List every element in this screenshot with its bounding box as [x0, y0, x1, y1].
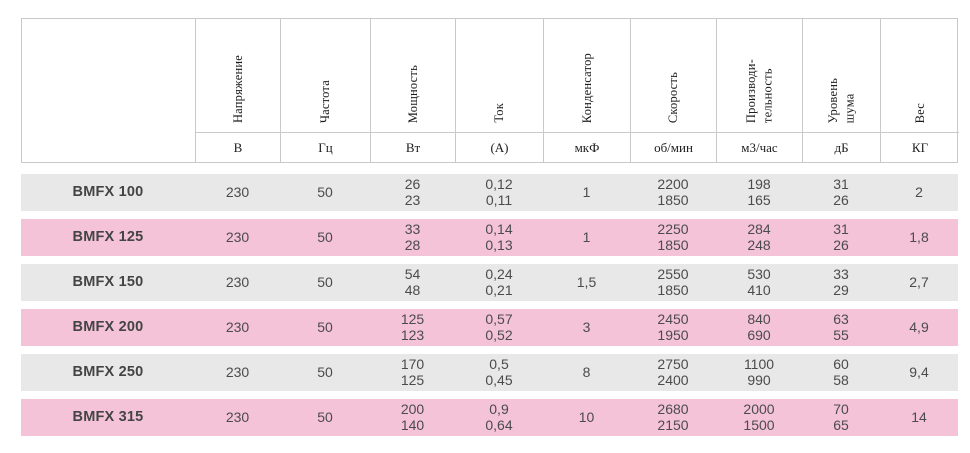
value-cell: 2450 1950 [657, 310, 689, 343]
value-cell: 14 [911, 408, 927, 425]
column-unit-cell: Вт [371, 133, 456, 162]
value-cell: 230 [225, 408, 250, 425]
value-cell: 31 26 [833, 175, 849, 208]
value-cell: 200 140 [400, 400, 425, 433]
value-cell: 2680 2150 [657, 400, 689, 433]
value-cell: 2750 2400 [657, 355, 689, 388]
column-header-label: Мощность [405, 64, 420, 123]
value-cell: 31 26 [833, 220, 849, 253]
column-header-label: Ток [492, 103, 507, 123]
value-cell: 0,14 0,13 [485, 220, 513, 253]
column-header-label: Производи- тельность [744, 58, 775, 123]
column-header-label: Напряжение [230, 54, 245, 123]
column-unit-cell: дБ [803, 133, 881, 162]
value-cell: 230 [225, 183, 250, 200]
value-cell: 1100 990 [743, 355, 775, 388]
column-header-cell: Напряжение [196, 19, 281, 133]
table-row: BMFX 315 230 50 200 140 0,9 0,64 10 2680 2150 2… [21, 399, 958, 436]
value-cell: 2,7 [909, 273, 929, 290]
column-unit-cell: м3/час [717, 133, 803, 162]
value-cell: 230 [225, 363, 250, 380]
value-cell: 3 [582, 318, 591, 335]
fan-spec-table: Напряжение В Частота Гц Мощность Вт Ток (А) Конд… [21, 18, 959, 436]
spec-table-body: BMFX 100 230 50 26 23 0,12 0,11 1 2200 1850 198… [21, 174, 958, 436]
table-row: BMFX 200 230 50 125 123 0,57 0,52 3 2450 1950 8… [21, 309, 958, 346]
column-unit-cell: (А) [456, 133, 544, 162]
value-cell: 33 29 [833, 265, 849, 298]
table-row: BMFX 100 230 50 26 23 0,12 0,11 1 2200 1850 198… [21, 174, 958, 211]
column-header-label: Скорость [666, 71, 681, 123]
value-cell: 530 410 [747, 265, 771, 298]
model-cell: BMFX 100 [72, 184, 144, 201]
value-cell: 70 65 [833, 400, 849, 433]
spec-table-header: Напряжение В Частота Гц Мощность Вт Ток (А) Конд… [21, 18, 959, 163]
model-cell: BMFX 150 [72, 274, 144, 291]
value-cell: 0,12 0,11 [485, 175, 513, 208]
column-header-label: Конденсатор [579, 52, 594, 123]
value-cell: 230 [225, 273, 250, 290]
table-row: BMFX 125 230 50 33 28 0,14 0,13 1 2250 1850 284… [21, 219, 958, 256]
column-header-cell: Частота [281, 19, 371, 133]
value-cell: 2550 1850 [657, 265, 689, 298]
value-cell: 1 [582, 228, 591, 245]
value-cell: 0,57 0,52 [485, 310, 513, 343]
column-header-cell: Мощность [371, 19, 456, 133]
value-cell: 1,8 [909, 228, 929, 245]
value-cell: 198 165 [747, 175, 771, 208]
value-cell: 10 [578, 408, 595, 425]
value-cell: 26 23 [404, 175, 421, 208]
model-cell: BMFX 315 [72, 409, 144, 426]
column-unit-cell: КГ [911, 139, 929, 155]
value-cell: 1 [582, 183, 591, 200]
value-cell: 60 58 [833, 355, 849, 388]
value-cell: 9,4 [909, 363, 929, 380]
value-cell: 4,9 [909, 318, 929, 335]
value-cell: 2 [915, 183, 923, 200]
table-row: BMFX 150 230 50 54 48 0,24 0,21 1,5 2550 1850 5… [21, 264, 958, 301]
value-cell: 63 55 [833, 310, 849, 343]
column-header-cell: Ток [456, 19, 544, 133]
value-cell: 170 125 [400, 355, 425, 388]
column-header-label: Уровень шума [826, 77, 857, 123]
value-cell: 840 690 [747, 310, 771, 343]
column-unit-cell: мкФ [544, 133, 631, 162]
value-cell: 0,9 0,64 [485, 400, 513, 433]
column-unit-cell: Гц [281, 133, 371, 162]
column-header-label: Частота [318, 79, 333, 123]
model-cell: BMFX 125 [72, 229, 144, 246]
value-cell: 2250 1850 [657, 220, 689, 253]
value-cell: 50 [317, 408, 333, 425]
value-cell: 125 123 [400, 310, 425, 343]
table-row: BMFX 250 230 50 170 125 0,5 0,45 8 2750 2400 11… [21, 354, 958, 391]
value-cell: 50 [317, 363, 333, 380]
column-header-label: Вес [912, 102, 927, 123]
model-cell: BMFX 250 [72, 364, 144, 381]
value-cell: 50 [317, 183, 333, 200]
value-cell: 1,5 [576, 273, 597, 290]
column-header-cell: Производи- тельность [717, 19, 803, 133]
header-empty-cell [22, 19, 196, 162]
value-cell: 0,5 0,45 [485, 355, 513, 388]
value-cell: 50 [317, 228, 333, 245]
value-cell: 50 [317, 318, 333, 335]
value-cell: 50 [317, 273, 333, 290]
value-cell: 284 248 [747, 220, 771, 253]
column-header-cell: Вес [881, 19, 959, 133]
value-cell: 2200 1850 [657, 175, 689, 208]
column-header-cell: Скорость [631, 19, 717, 133]
value-cell: 54 48 [404, 265, 421, 298]
column-header-cell: Конденсатор [544, 19, 631, 133]
value-cell: 230 [225, 228, 250, 245]
value-cell: 0,24 0,21 [485, 265, 513, 298]
column-unit-cell: об/мин [631, 133, 717, 162]
model-cell: BMFX 200 [72, 319, 144, 336]
column-unit-cell: В [196, 133, 281, 162]
value-cell: 33 28 [404, 220, 421, 253]
value-cell: 2000 1500 [743, 400, 775, 433]
value-cell: 8 [582, 363, 591, 380]
column-header-cell: Уровень шума [803, 19, 881, 133]
value-cell: 230 [225, 318, 250, 335]
